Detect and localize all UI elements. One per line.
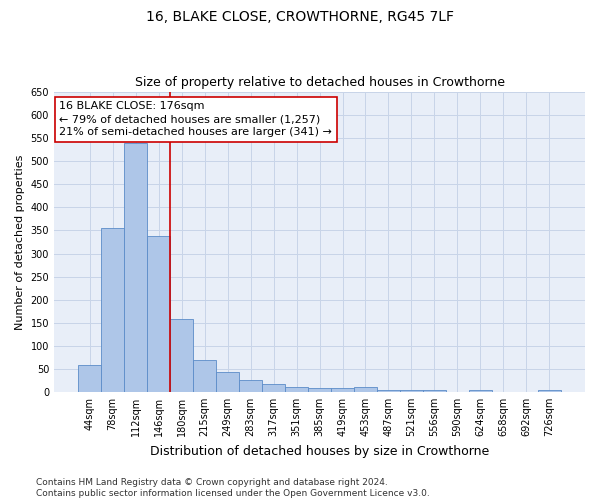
Bar xyxy=(423,390,446,392)
Bar xyxy=(216,372,239,392)
X-axis label: Distribution of detached houses by size in Crowthorne: Distribution of detached houses by size … xyxy=(150,444,489,458)
Bar xyxy=(101,228,124,392)
Bar xyxy=(377,390,400,392)
Bar xyxy=(170,320,193,392)
Bar xyxy=(354,388,377,392)
Text: Contains HM Land Registry data © Crown copyright and database right 2024.
Contai: Contains HM Land Registry data © Crown c… xyxy=(36,478,430,498)
Text: 16 BLAKE CLOSE: 176sqm
← 79% of detached houses are smaller (1,257)
21% of semi-: 16 BLAKE CLOSE: 176sqm ← 79% of detached… xyxy=(59,101,332,138)
Bar xyxy=(193,360,216,392)
Bar xyxy=(331,388,354,392)
Bar xyxy=(538,390,561,392)
Bar xyxy=(400,390,423,392)
Bar xyxy=(239,380,262,392)
Bar xyxy=(78,365,101,392)
Title: Size of property relative to detached houses in Crowthorne: Size of property relative to detached ho… xyxy=(134,76,505,90)
Bar xyxy=(147,236,170,392)
Bar xyxy=(285,388,308,392)
Bar xyxy=(262,384,285,392)
Text: 16, BLAKE CLOSE, CROWTHORNE, RG45 7LF: 16, BLAKE CLOSE, CROWTHORNE, RG45 7LF xyxy=(146,10,454,24)
Bar xyxy=(124,143,147,392)
Bar xyxy=(469,390,492,392)
Y-axis label: Number of detached properties: Number of detached properties xyxy=(15,154,25,330)
Bar xyxy=(308,388,331,392)
